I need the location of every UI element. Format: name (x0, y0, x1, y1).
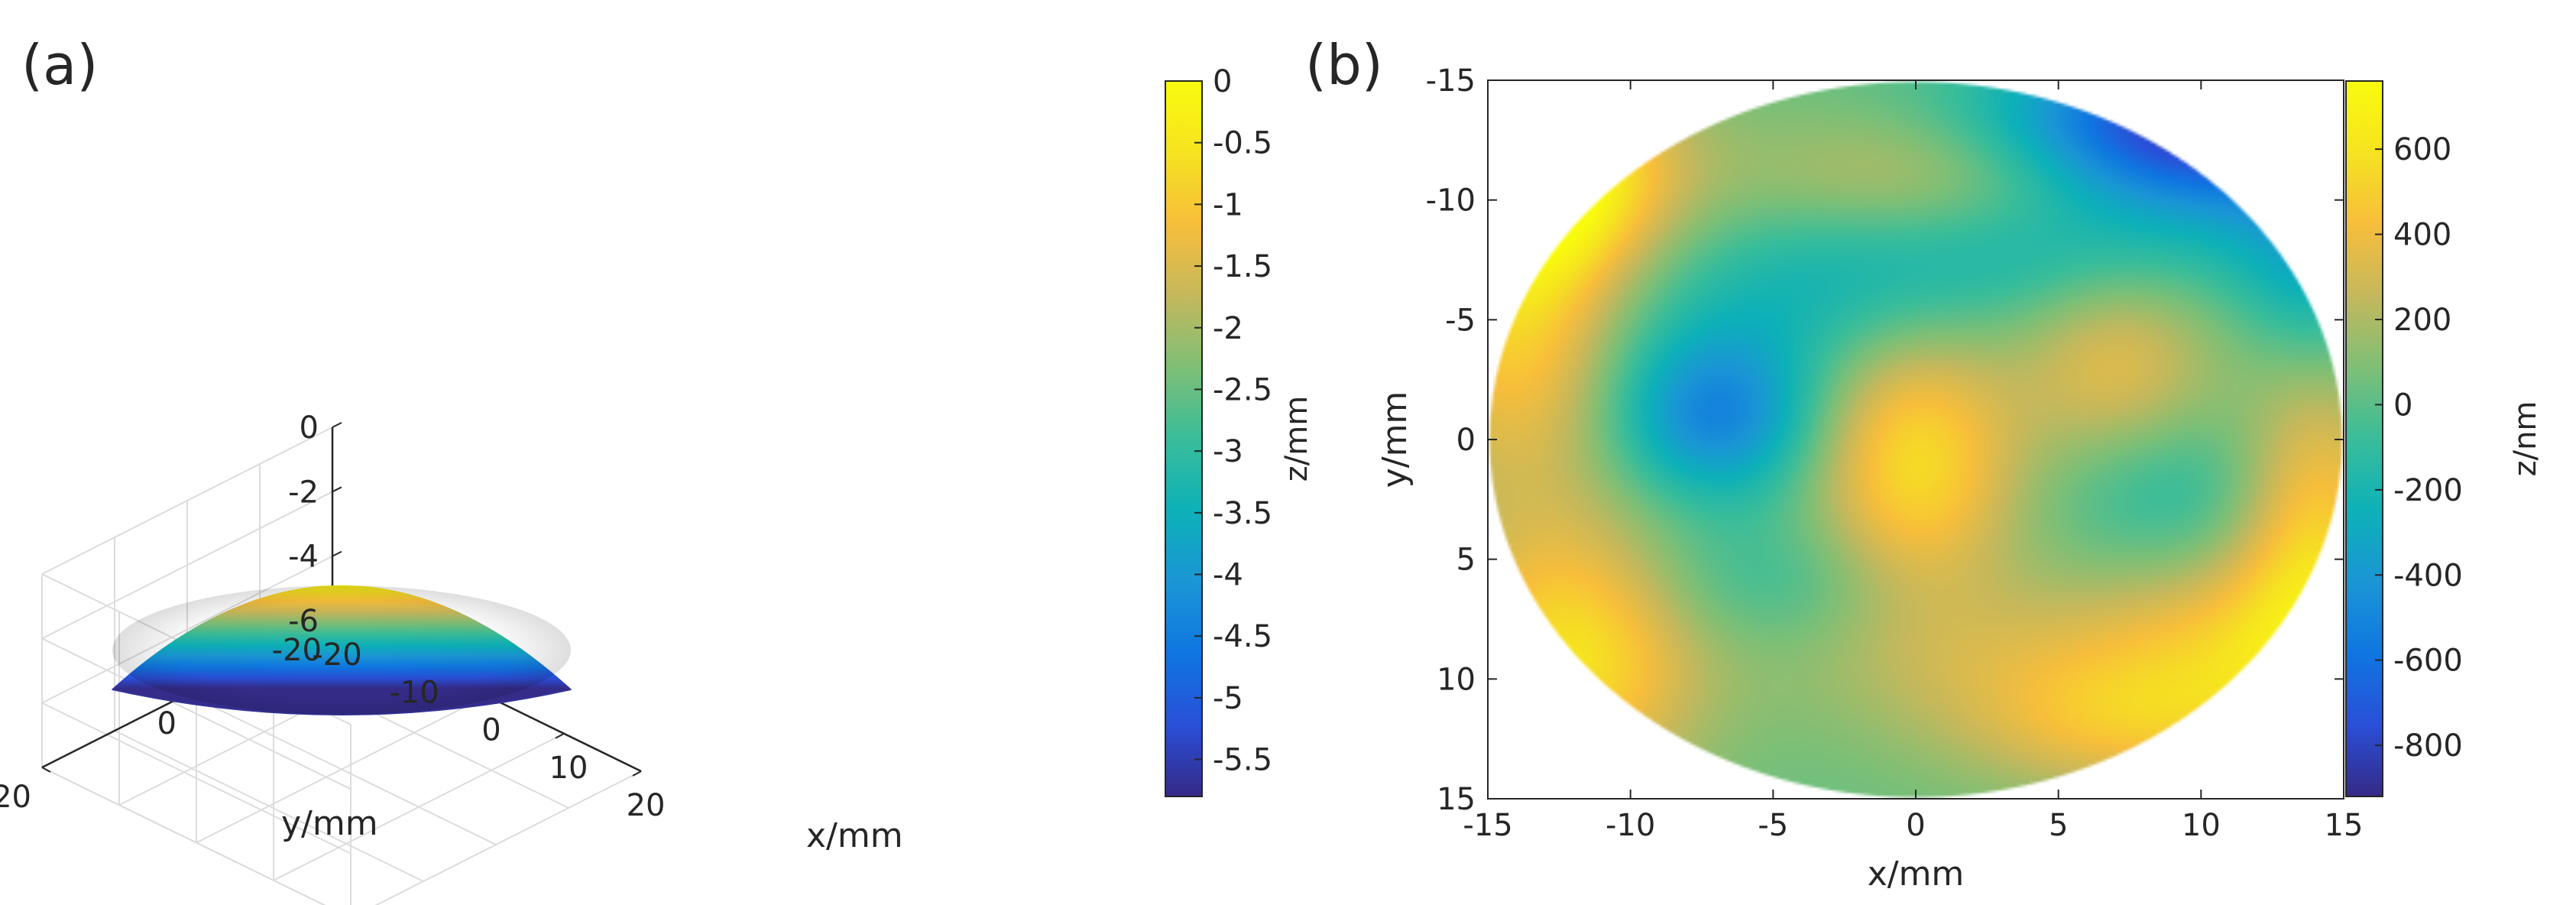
panel-a-colorbar-label: z/mm (1279, 396, 1314, 482)
x-tick-label: 0 (1906, 808, 1925, 843)
colorbar-tick-label: -5 (1213, 681, 1243, 716)
colorbar-tick-label: -1 (1213, 187, 1243, 222)
grid-line-back-wall-z (41, 637, 352, 790)
x-tick-label: 10 (549, 751, 588, 786)
x-tick-label: 20 (627, 788, 666, 823)
z-tick-mark (332, 486, 342, 493)
z-tick-mark (332, 550, 342, 557)
colorbar-tick-label: 200 (2393, 303, 2451, 338)
panel-a-x-axis-label: x/mm (806, 816, 903, 855)
y-tick-label: -5 (1445, 303, 1476, 338)
panel-a-label: (a) (21, 33, 98, 97)
panel-a-colorbar: 0 -0.5 -1 -1.5 -2 -2.5 -3 -3.5 -4 -4.5 -5 -5.5 z/mm (1165, 64, 1314, 797)
y-tick-mark (41, 767, 51, 773)
panel-b-colorbar-gradient (2345, 80, 2383, 797)
panel-a-tick-labels: 0 -2 -4 -6-20 -10 0 10 20 -20 0 20 (0, 410, 665, 823)
colorbar-tick-label: -1.5 (1213, 249, 1272, 284)
panel-b-y-axis-label: y/mm (1375, 391, 1414, 488)
colorbar-tick-label: -2 (1213, 311, 1243, 346)
x-tick-label: 10 (2182, 808, 2221, 843)
x-tick-label: -10 (1606, 808, 1655, 843)
panel-b-colorbar-ticks: 600 400 200 0 -200 -400 -600 -800 (2375, 132, 2463, 764)
grid-line-floor-y (114, 730, 424, 882)
z-tick-label: -4 (288, 540, 319, 575)
x-tick-label: -20 (312, 637, 361, 673)
x-tick-label: 0 (481, 713, 501, 748)
x-tick-mark (632, 770, 642, 777)
panel-a-colorbar-gradient (1165, 80, 1203, 797)
grid-line-back-wall-z (41, 702, 352, 855)
z-tick-label: -6 (288, 604, 319, 639)
panel-a-y-axis-label: y/mm (281, 804, 378, 843)
x-tick-mark (555, 732, 565, 739)
panel-b-label: (b) (1305, 33, 1383, 97)
colorbar-tick-label: -0.5 (1213, 126, 1272, 161)
y-tick-label: 15 (1437, 782, 1476, 817)
colorbar-tick-label: -4.5 (1213, 619, 1272, 654)
panel-b-colorbar-label: z/nm (2508, 401, 2543, 477)
colorbar-tick-label: -3.5 (1213, 496, 1272, 531)
panel-a-colorbar-ticks: 0 -0.5 -1 -1.5 -2 -2.5 -3 -3.5 -4 -4.5 -5 -5.5 (1194, 64, 1272, 778)
panel-b-heatmap-disk (1488, 80, 2344, 799)
grid-line-side-wall-z (41, 427, 333, 575)
colorbar-tick-label: -2.5 (1213, 372, 1272, 407)
y-tick-label: 0 (157, 706, 177, 741)
colorbar-tick-label: 0 (2393, 388, 2412, 423)
colorbar-tick-label: -3 (1213, 434, 1243, 469)
x-tick-label: -10 (389, 675, 439, 710)
y-tick-label: -15 (1426, 63, 1476, 99)
colorbar-tick-label: 600 (2393, 132, 2451, 167)
grid-line-floor-y (186, 693, 497, 845)
x-tick-label: -5 (1758, 808, 1788, 843)
y-tick-label: -20 (272, 633, 322, 668)
y-tick-label: 0 (1456, 423, 1476, 458)
y-tick-label: 5 (1456, 543, 1476, 578)
grid-line-back-wall-z (41, 767, 326, 905)
panel-b-x-axis-label: x/mm (1868, 855, 1965, 894)
y-tick-label: 10 (1437, 662, 1476, 697)
x-tick-label: 15 (2325, 808, 2364, 843)
colorbar-tick-label: -400 (2393, 558, 2463, 593)
x-tick-label: -15 (1463, 808, 1512, 843)
panel-b-colorbar: 600 400 200 0 -200 -400 -600 -800 z/nm (2345, 80, 2543, 797)
colorbar-tick-label: -600 (2393, 644, 2463, 679)
z-tick-mark (332, 422, 342, 428)
x-tick-label: 5 (2049, 808, 2068, 843)
colorbar-tick-label: -200 (2393, 473, 2463, 508)
colorbar-tick-label: -4 (1213, 558, 1243, 593)
z-tick-label: -2 (288, 475, 319, 510)
colorbar-tick-label: 0 (1213, 64, 1232, 99)
z-tick-label: 0 (300, 410, 319, 446)
grid-line-side-wall-z (41, 491, 333, 640)
colorbar-tick-label: 400 (2393, 218, 2451, 253)
y-tick-label: 20 (0, 780, 31, 815)
surface-shading (112, 585, 571, 715)
colorbar-tick-label: -5.5 (1213, 743, 1272, 778)
colorbar-tick-label: -800 (2393, 728, 2463, 764)
y-tick-label: -10 (1426, 183, 1476, 219)
grid-line-floor-x (374, 770, 642, 905)
panel-a-surface (111, 585, 572, 715)
